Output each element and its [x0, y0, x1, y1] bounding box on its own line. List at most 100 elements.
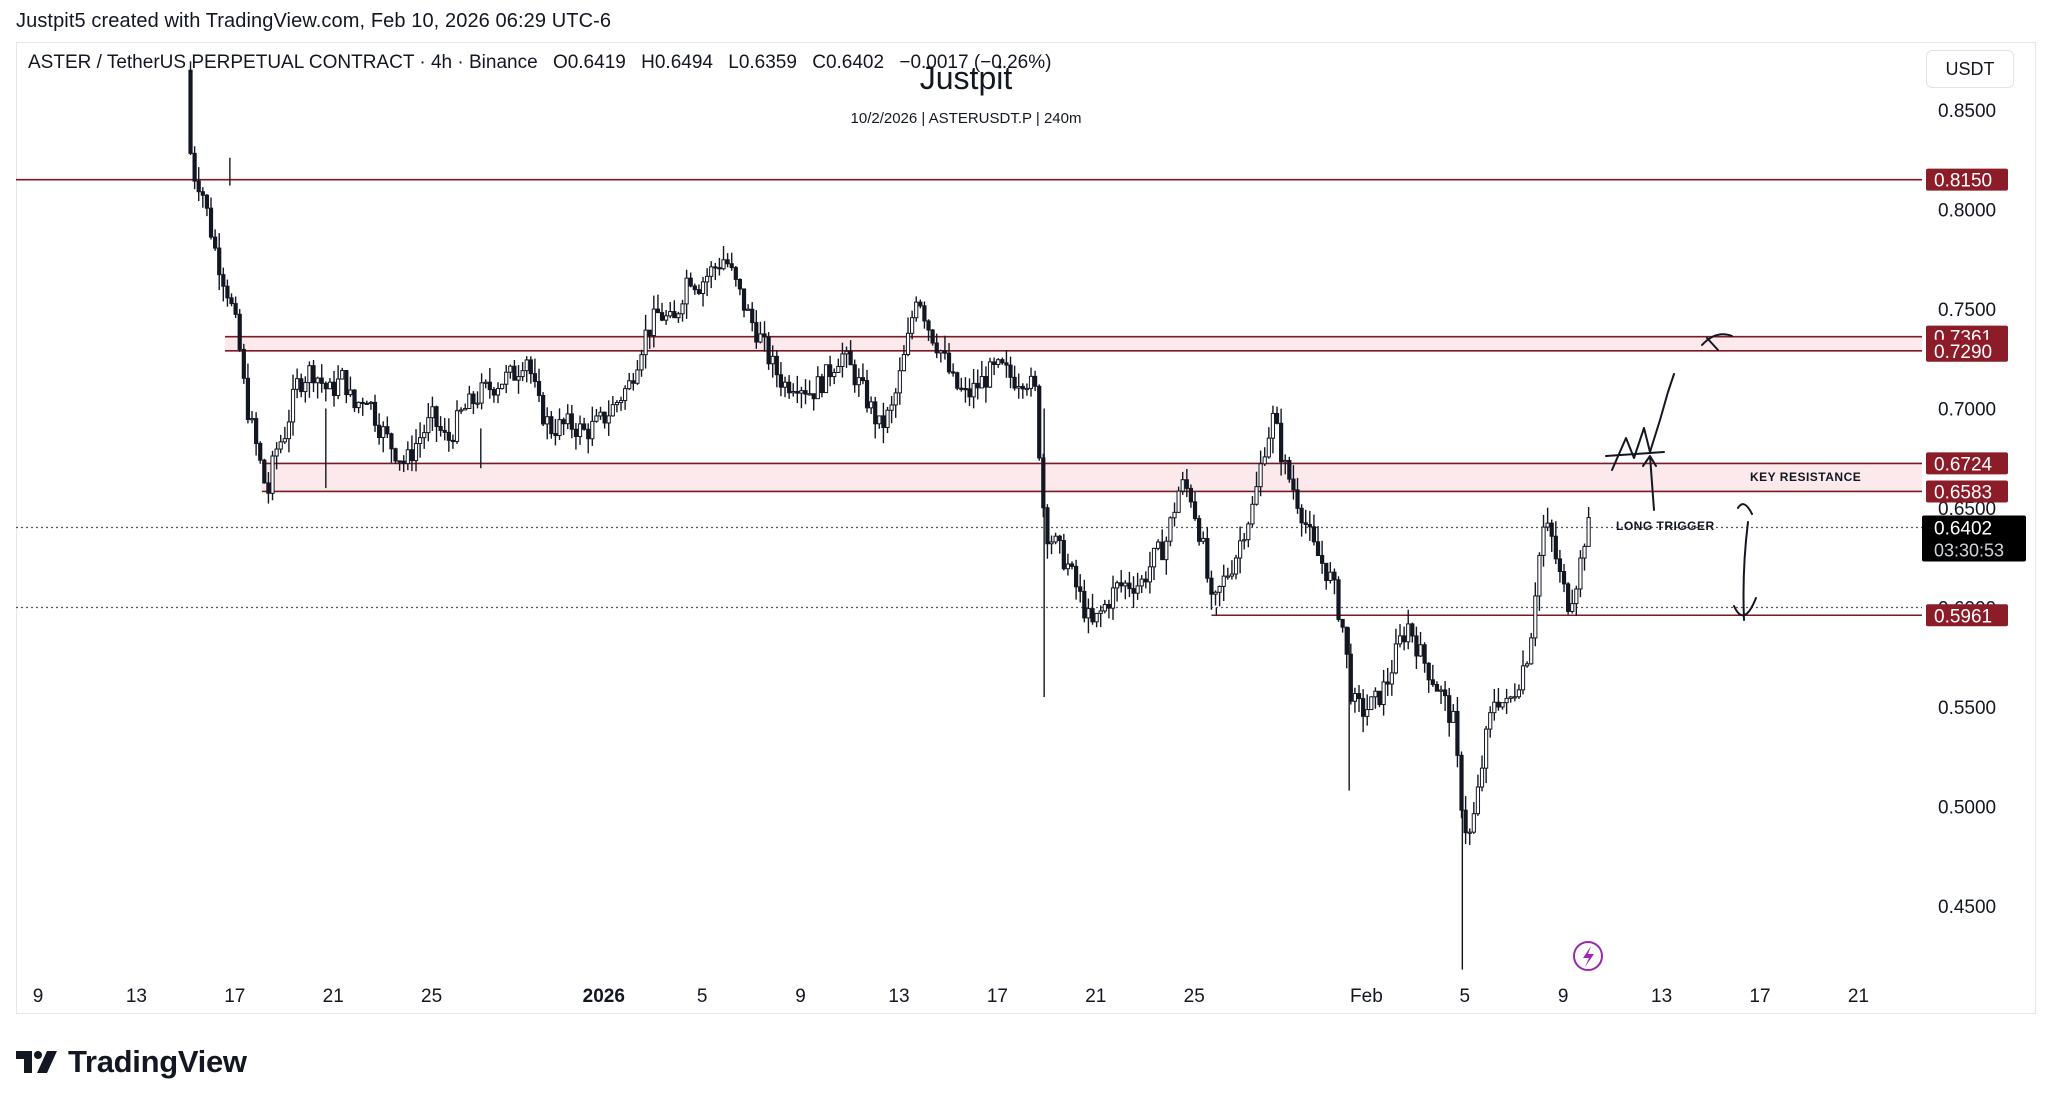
candle[interactable]: [856, 368, 861, 397]
candle[interactable]: [311, 359, 316, 393]
candle[interactable]: [475, 391, 480, 409]
candle[interactable]: [1270, 405, 1276, 454]
candle[interactable]: [655, 294, 661, 314]
candle[interactable]: [930, 328, 935, 346]
candle[interactable]: [1098, 605, 1103, 628]
candle[interactable]: [450, 434, 456, 449]
candle[interactable]: [684, 269, 689, 319]
candle[interactable]: [627, 372, 632, 391]
candle[interactable]: [807, 380, 812, 396]
candle[interactable]: [1000, 357, 1005, 365]
candle[interactable]: [557, 408, 562, 440]
candle[interactable]: [1229, 560, 1235, 580]
candle[interactable]: [483, 379, 488, 389]
candle[interactable]: [245, 363, 251, 424]
candle[interactable]: [696, 284, 702, 296]
candle[interactable]: [397, 460, 402, 471]
candle[interactable]: [237, 309, 242, 352]
candle[interactable]: [741, 288, 747, 318]
candle[interactable]: [1205, 526, 1210, 583]
candle[interactable]: [217, 233, 222, 291]
candle[interactable]: [303, 376, 308, 403]
candle[interactable]: [844, 346, 849, 368]
candle[interactable]: [487, 367, 492, 399]
candle[interactable]: [1356, 685, 1362, 713]
candle[interactable]: [1340, 618, 1345, 633]
candle[interactable]: [983, 366, 989, 403]
candle[interactable]: [1512, 683, 1517, 702]
candle[interactable]: [454, 400, 460, 444]
candle[interactable]: [1110, 575, 1116, 620]
candle[interactable]: [1094, 612, 1099, 628]
candle[interactable]: [516, 365, 521, 394]
candle[interactable]: [254, 412, 259, 456]
candle[interactable]: [823, 364, 829, 394]
candle[interactable]: [573, 423, 579, 450]
candle[interactable]: [434, 405, 439, 442]
candle[interactable]: [290, 374, 296, 436]
candle[interactable]: [471, 391, 476, 414]
candle[interactable]: [733, 265, 738, 287]
candle[interactable]: [582, 417, 587, 431]
candle[interactable]: [1381, 669, 1386, 716]
candle[interactable]: [446, 418, 451, 452]
candle[interactable]: [1090, 593, 1095, 625]
candle[interactable]: [1393, 628, 1399, 675]
candle[interactable]: [1397, 624, 1403, 648]
candle[interactable]: [897, 357, 902, 405]
candle[interactable]: [1209, 570, 1214, 610]
candle[interactable]: [270, 450, 275, 501]
candle[interactable]: [295, 368, 300, 399]
candle[interactable]: [1180, 471, 1185, 495]
candle[interactable]: [590, 406, 595, 446]
candle[interactable]: [1414, 626, 1419, 669]
candle[interactable]: [262, 458, 267, 484]
candle[interactable]: [881, 402, 886, 444]
candle[interactable]: [1549, 519, 1554, 552]
candle[interactable]: [1242, 533, 1247, 550]
candle[interactable]: [565, 404, 570, 430]
candle[interactable]: [1283, 454, 1288, 475]
candle[interactable]: [368, 400, 374, 410]
candle[interactable]: [1311, 514, 1317, 546]
candle[interactable]: [1438, 685, 1444, 705]
candle[interactable]: [508, 364, 513, 379]
candle[interactable]: [1303, 509, 1308, 534]
candle[interactable]: [664, 309, 669, 325]
candle[interactable]: [422, 424, 427, 449]
candle[interactable]: [791, 383, 796, 397]
candle[interactable]: [840, 342, 845, 378]
candle[interactable]: [1463, 796, 1468, 845]
candle[interactable]: [389, 432, 394, 463]
candle[interactable]: [315, 376, 320, 399]
candle[interactable]: [1315, 526, 1321, 557]
candle[interactable]: [885, 406, 890, 434]
candle[interactable]: [975, 369, 980, 400]
candle[interactable]: [1307, 510, 1312, 541]
candle[interactable]: [729, 252, 734, 271]
candle[interactable]: [1336, 576, 1341, 622]
candle[interactable]: [1553, 521, 1558, 565]
candle[interactable]: [319, 364, 324, 393]
candle[interactable]: [327, 378, 333, 390]
candle[interactable]: [836, 358, 841, 373]
candle[interactable]: [717, 257, 722, 276]
candle[interactable]: [569, 405, 574, 439]
candle[interactable]: [680, 299, 685, 322]
candle[interactable]: [754, 310, 759, 349]
candle[interactable]: [266, 472, 271, 504]
candle[interactable]: [1221, 564, 1226, 602]
candle[interactable]: [705, 268, 710, 297]
candle[interactable]: [659, 302, 665, 322]
candle[interactable]: [938, 349, 943, 363]
candle[interactable]: [1008, 356, 1013, 389]
candle[interactable]: [344, 370, 349, 404]
candle[interactable]: [286, 409, 292, 453]
candle[interactable]: [1078, 574, 1083, 603]
candle[interactable]: [1361, 689, 1366, 733]
candle[interactable]: [1430, 664, 1435, 687]
candle[interactable]: [372, 394, 378, 432]
candle[interactable]: [1496, 688, 1501, 711]
candle[interactable]: [385, 416, 390, 439]
candle[interactable]: [1451, 704, 1456, 723]
